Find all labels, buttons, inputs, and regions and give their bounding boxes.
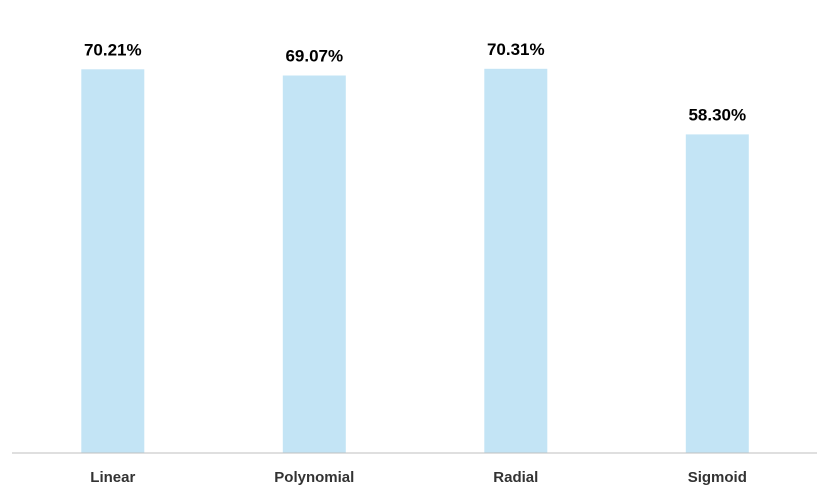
data-label-radial: 70.31% [487, 40, 545, 59]
data-labels-layer: 70.21% 69.07% 70.31% 58.30% [84, 40, 746, 125]
x-tick-label-linear: Linear [90, 469, 135, 486]
bar-sigmoid [685, 134, 749, 453]
data-label-sigmoid: 58.30% [688, 105, 746, 124]
bar-linear [81, 69, 145, 454]
bar-radial [484, 68, 548, 454]
bars-layer [81, 68, 749, 454]
x-tick-label-polynomial: Polynomial [274, 469, 354, 486]
x-tick-labels-layer: Linear Polynomial Radial Sigmoid [90, 469, 747, 486]
bar-polynomial [282, 75, 346, 453]
data-label-polynomial: 69.07% [285, 47, 343, 66]
x-tick-label-sigmoid: Sigmoid [688, 469, 747, 486]
data-label-linear: 70.21% [84, 40, 142, 59]
x-tick-label-radial: Radial [493, 469, 538, 486]
